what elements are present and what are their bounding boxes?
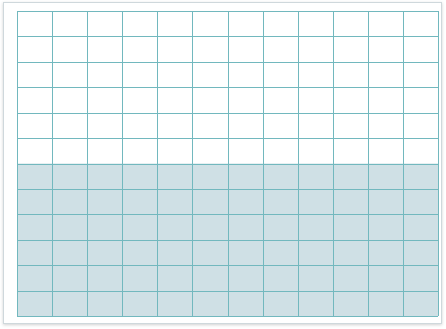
shaded-region [17,163,438,316]
